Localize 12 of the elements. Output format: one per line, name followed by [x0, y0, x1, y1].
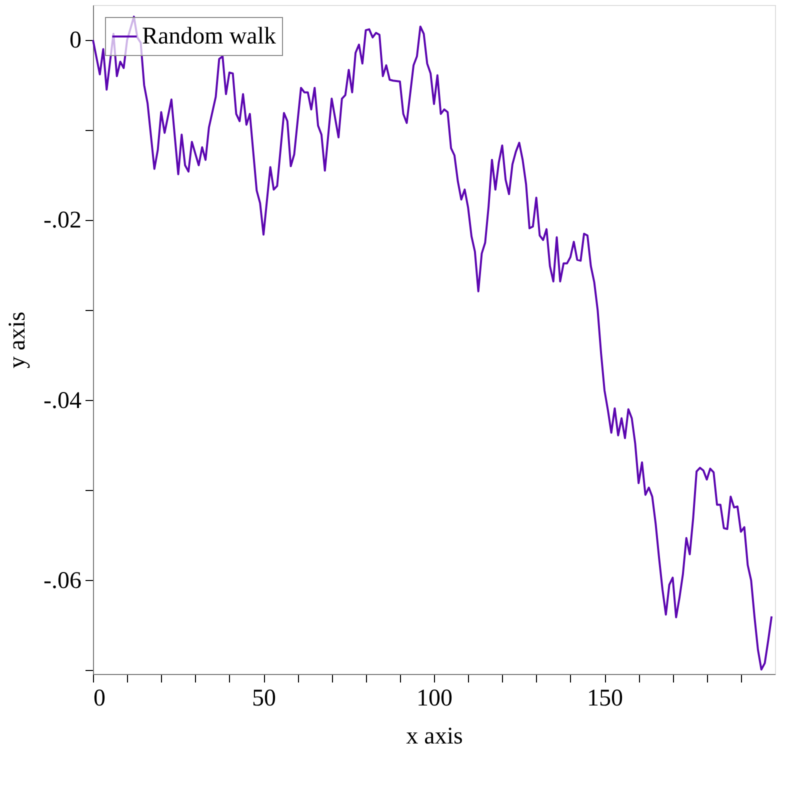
- line-series: [92, 16, 773, 670]
- y-axis-title: y axis: [4, 312, 31, 368]
- y-tick-label: -.02: [44, 208, 82, 234]
- legend-label: Random walk: [142, 24, 276, 50]
- y-tick-label: -.04: [44, 388, 82, 414]
- y-tick-label: 0: [70, 28, 82, 54]
- y-tick-label: -.06: [44, 568, 82, 594]
- x-tick-label: 0: [94, 686, 106, 712]
- x-axis-title: x axis: [406, 724, 463, 750]
- x-tick-label: 100: [416, 686, 452, 712]
- x-tick-label: 150: [587, 686, 623, 712]
- x-tick-label: 50: [252, 686, 276, 712]
